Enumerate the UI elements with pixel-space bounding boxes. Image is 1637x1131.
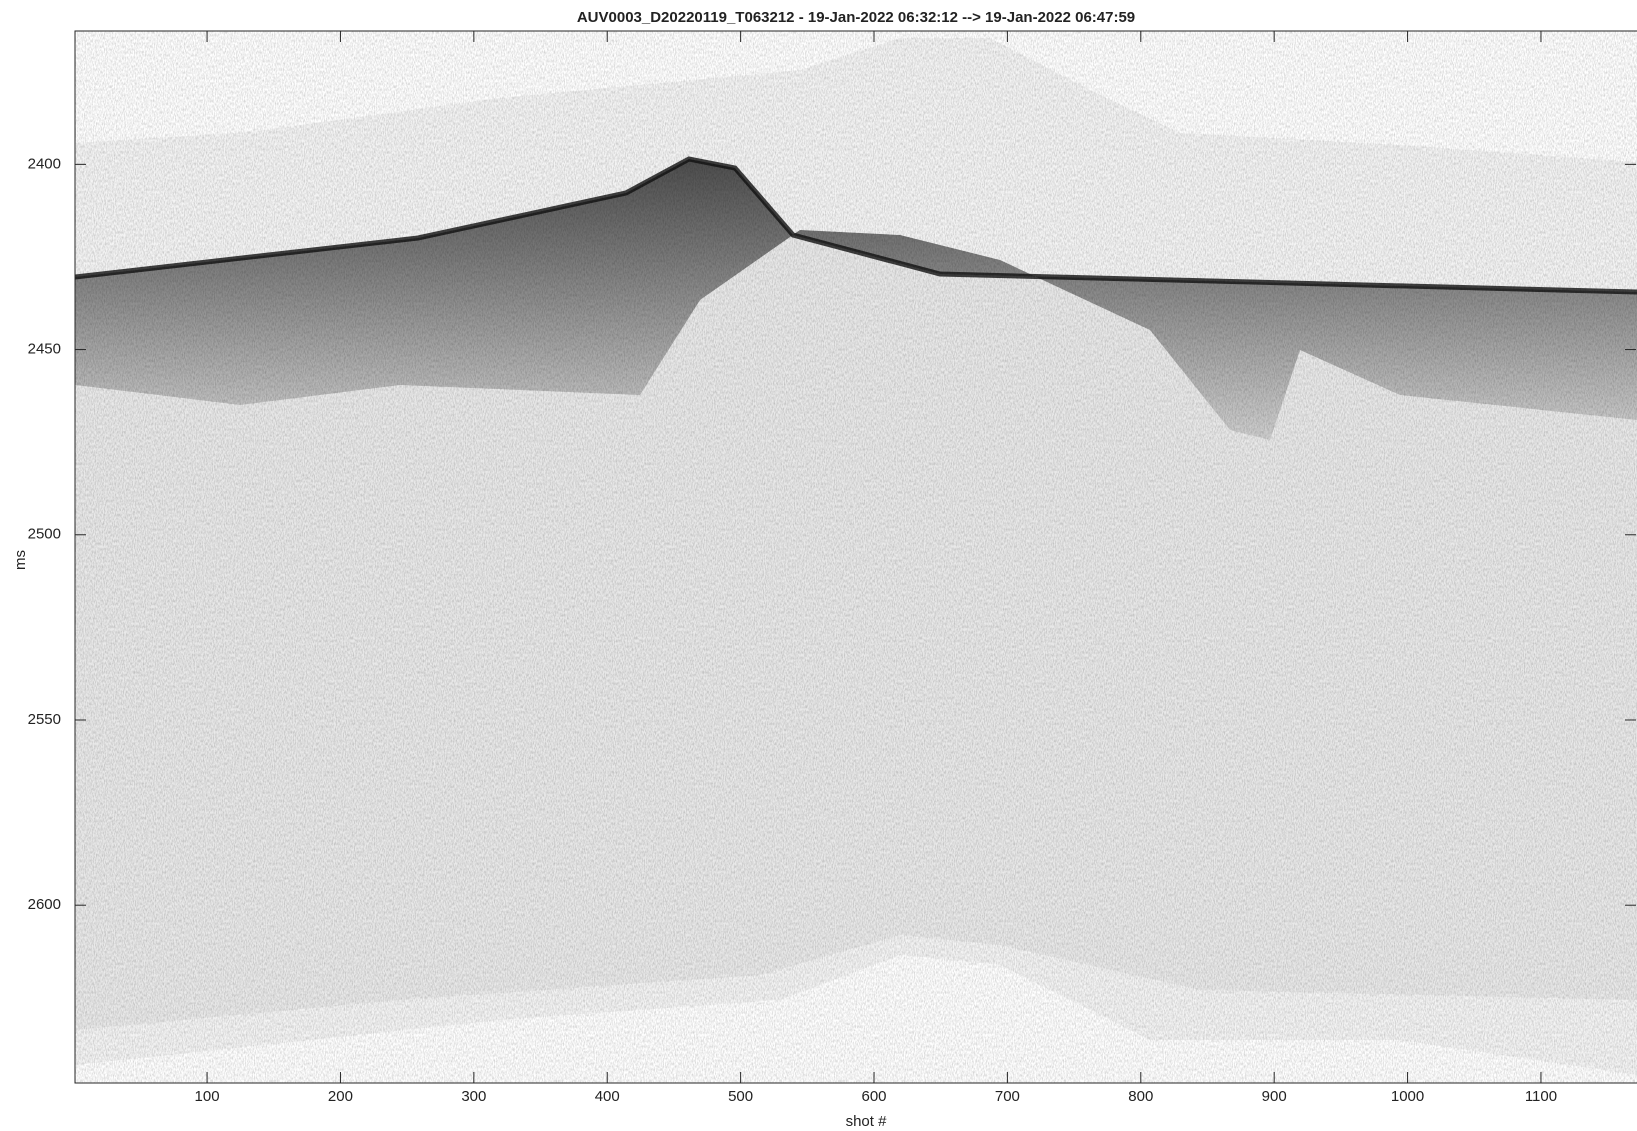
x-tick-label: 400: [595, 1088, 620, 1105]
x-axis-label: shot #: [846, 1113, 888, 1130]
x-tick-label: 300: [461, 1088, 486, 1105]
x-tick-label: 100: [195, 1088, 220, 1105]
x-tick-label: 700: [995, 1088, 1020, 1105]
y-tick-label: 2550: [28, 711, 61, 728]
chart-title: AUV0003_D20220119_T063212 - 19-Jan-2022 …: [577, 9, 1135, 26]
x-tick-label: 500: [728, 1088, 753, 1105]
x-tick-label: 800: [1128, 1088, 1153, 1105]
y-tick-label: 2400: [28, 155, 61, 172]
x-tick-label: 1000: [1391, 1088, 1424, 1105]
y-axis-label: ms: [12, 550, 29, 570]
axes-frame: [74, 30, 1637, 1084]
y-tick-label: 2500: [28, 526, 61, 543]
y-tick-label: 2600: [28, 896, 61, 913]
seismic-image: [75, 31, 1637, 1083]
x-tick-label: 900: [1262, 1088, 1287, 1105]
y-tick-label: 2450: [28, 341, 61, 358]
x-tick-label: 200: [328, 1088, 353, 1105]
x-tick-label: 1100: [1525, 1088, 1557, 1105]
x-tick-label: 600: [861, 1088, 886, 1105]
